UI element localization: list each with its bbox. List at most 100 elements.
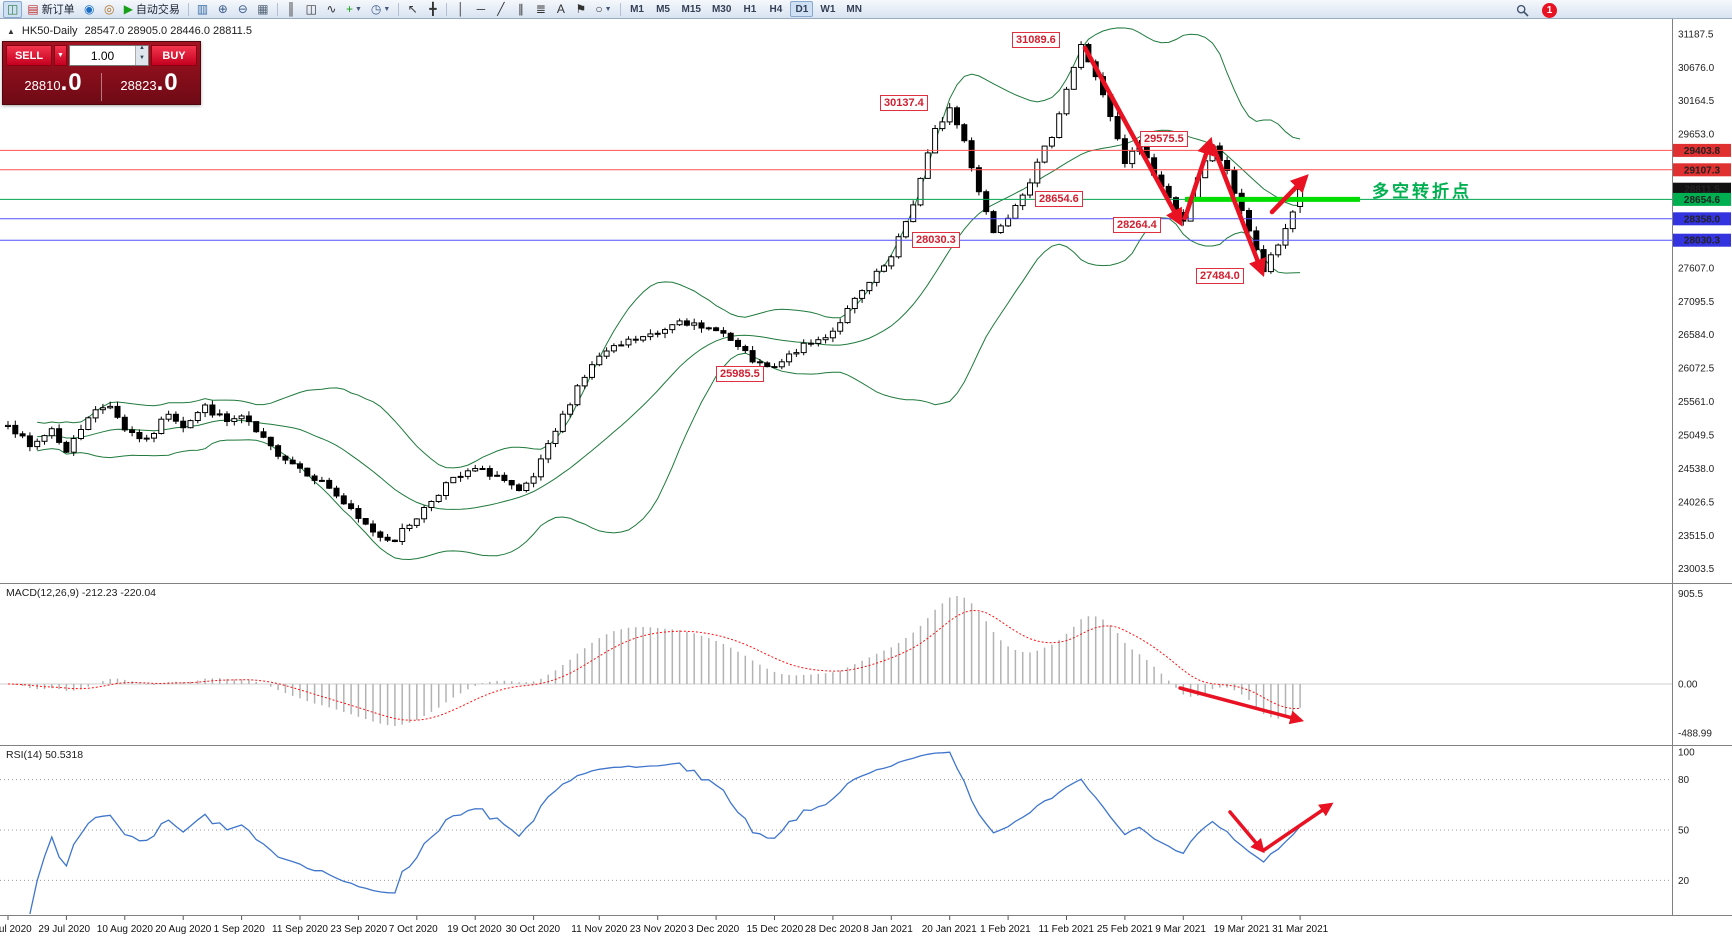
buy-button[interactable]: BUY <box>151 45 197 66</box>
candle-chart-button[interactable]: ◫ <box>302 1 321 18</box>
new-chart-button[interactable]: ◫ <box>3 0 23 18</box>
market-watch-button[interactable]: ◉ <box>80 1 99 18</box>
zoom-in-button[interactable]: ⊕ <box>213 1 232 18</box>
line-chart-button[interactable]: ∿ <box>322 1 341 18</box>
order-type-dropdown[interactable]: ▼ <box>54 45 67 66</box>
toolbar-separator <box>619 2 621 16</box>
date-label: 19 Oct 2020 <box>447 924 502 935</box>
vertical-line-button[interactable]: │ <box>451 1 470 18</box>
price-callout: 28654.6 <box>1035 191 1083 207</box>
cursor-button[interactable]: ↖ <box>403 1 422 18</box>
shapes-button[interactable]: ○ ▼ <box>591 1 615 18</box>
channel-icon: ∥ <box>517 2 524 16</box>
cursor-icon: ↖ <box>407 2 418 16</box>
date-label: 17 Jul 2020 <box>0 924 32 935</box>
svg-text:23515.0: 23515.0 <box>1678 531 1715 542</box>
date-label: 25 Feb 2021 <box>1096 924 1154 935</box>
horizontal-line-button[interactable]: ─ <box>471 1 490 18</box>
svg-text:80: 80 <box>1678 775 1690 786</box>
timeframe-button-m5[interactable]: M5 <box>656 4 670 15</box>
sell-price[interactable]: 28810.0 <box>6 68 101 101</box>
date-label: 15 Dec 2020 <box>746 924 804 935</box>
zoom-out-button[interactable]: ⊖ <box>233 1 252 18</box>
volume-input[interactable] <box>70 46 135 65</box>
buy-price-main: 28823 <box>120 78 157 93</box>
svg-text:28654.6: 28654.6 <box>1684 195 1721 206</box>
new-order-button[interactable]: ▤ 新订单 <box>23 1 78 18</box>
svg-text:-488.99: -488.99 <box>1678 728 1712 739</box>
periods-button[interactable]: ◷ ▼ <box>367 1 394 18</box>
label-button[interactable]: ⚑ <box>571 1 590 18</box>
timeframe-button-m1[interactable]: M1 <box>630 4 644 15</box>
auto-trading-button[interactable]: ▶ 自动交易 <box>120 1 184 18</box>
candlestick-icon: ◫ <box>305 2 317 16</box>
tile-windows-button[interactable]: ▦ <box>253 1 272 18</box>
timeframe-button-w1[interactable]: W1 <box>820 4 836 15</box>
alerts-button[interactable]: ◎ <box>100 1 119 18</box>
bar-chart-button[interactable]: ║ <box>282 1 301 18</box>
price-callout: 30137.4 <box>880 95 928 111</box>
timeframe-button-m30[interactable]: M30 <box>711 4 732 15</box>
date-label: 1 Sep 2020 <box>213 924 265 935</box>
price-marker-label <box>1673 143 1731 157</box>
add-indicator-button-caret[interactable]: ▼ <box>354 5 362 13</box>
periods-button-caret[interactable]: ▼ <box>383 5 391 13</box>
timeframe-button-m15[interactable]: M15 <box>681 4 701 15</box>
timeframe-button-h4[interactable]: H4 <box>769 4 783 15</box>
zoom-in-icon: ⊕ <box>217 2 228 16</box>
clock-icon: ◷ <box>370 2 382 16</box>
date-label: 29 Jul 2020 <box>38 924 91 935</box>
channel-button[interactable]: ∥ <box>511 1 530 18</box>
shapes-icon: ○ <box>595 2 603 16</box>
price-marker-label <box>1673 192 1731 206</box>
svg-text:25561.0: 25561.0 <box>1678 397 1715 408</box>
volume-up-arrow[interactable]: ▲ <box>139 45 145 51</box>
svg-text:30164.5: 30164.5 <box>1678 96 1715 107</box>
text-icon: A <box>556 2 565 16</box>
price-callout: 25985.5 <box>716 366 764 382</box>
toolbar-separator <box>276 2 278 16</box>
rsi-panel <box>0 751 1672 915</box>
date-label: 10 Aug 2020 <box>96 924 153 935</box>
trendline-button[interactable]: ╱ <box>491 1 510 18</box>
indicator-chart-icon: ▥ <box>196 2 209 16</box>
volume-spinner: ▲ ▼ <box>135 45 148 65</box>
globe-icon: ◉ <box>83 2 95 16</box>
fibonacci-icon: ≣ <box>535 2 546 16</box>
search-icon[interactable] <box>1512 2 1533 19</box>
price-callout: 27484.0 <box>1196 268 1244 284</box>
chart-symbol-label: HK50-Daily <box>21 25 78 37</box>
date-label: 19 Mar 2021 <box>1213 924 1270 935</box>
date-label: 11 Sep 2020 <box>272 924 328 935</box>
notification-badge[interactable]: 1 <box>1542 3 1557 18</box>
volume-down-arrow[interactable]: ▼ <box>139 54 145 61</box>
date-label: 23 Nov 2020 <box>629 924 687 935</box>
add-indicator-button[interactable]: + ▼ <box>342 1 366 18</box>
shapes-button-caret[interactable]: ▼ <box>604 5 612 13</box>
buy-price[interactable]: 28823.0 <box>102 68 197 101</box>
timeframe-button-h1[interactable]: H1 <box>743 4 757 15</box>
date-label: 28 Dec 2020 <box>804 924 862 935</box>
new-order-button-label: 新订单 <box>41 4 75 16</box>
rsi-indicator-label: RSI(14) 50.5318 <box>6 749 84 761</box>
toolbar-separator <box>187 2 189 16</box>
svg-text:25049.5: 25049.5 <box>1678 431 1715 442</box>
timeframe-button-mn[interactable]: MN <box>846 4 862 15</box>
date-label: 1 Feb 2021 <box>980 924 1031 935</box>
date-label: 3 Dec 2020 <box>688 924 740 935</box>
crosshair-button[interactable]: ╋ <box>423 1 442 18</box>
svg-text:23003.5: 23003.5 <box>1678 564 1715 575</box>
sell-price-main: 28810 <box>24 78 61 93</box>
svg-text:28030.3: 28030.3 <box>1684 236 1721 247</box>
indicators-button[interactable]: ▥ <box>193 1 212 18</box>
turning-point-annotation: 多空转折点 <box>1372 182 1472 201</box>
svg-text:27095.5: 27095.5 <box>1678 297 1715 308</box>
fibonacci-button[interactable]: ≣ <box>531 1 550 18</box>
sell-price-pips: .0 <box>60 69 83 96</box>
sell-button[interactable]: SELL <box>6 45 52 66</box>
date-label: 11 Nov 2020 <box>571 924 628 935</box>
timeframe-button-d1[interactable]: D1 <box>790 1 814 17</box>
svg-text:24538.0: 24538.0 <box>1678 464 1715 475</box>
text-button[interactable]: A <box>551 1 570 18</box>
